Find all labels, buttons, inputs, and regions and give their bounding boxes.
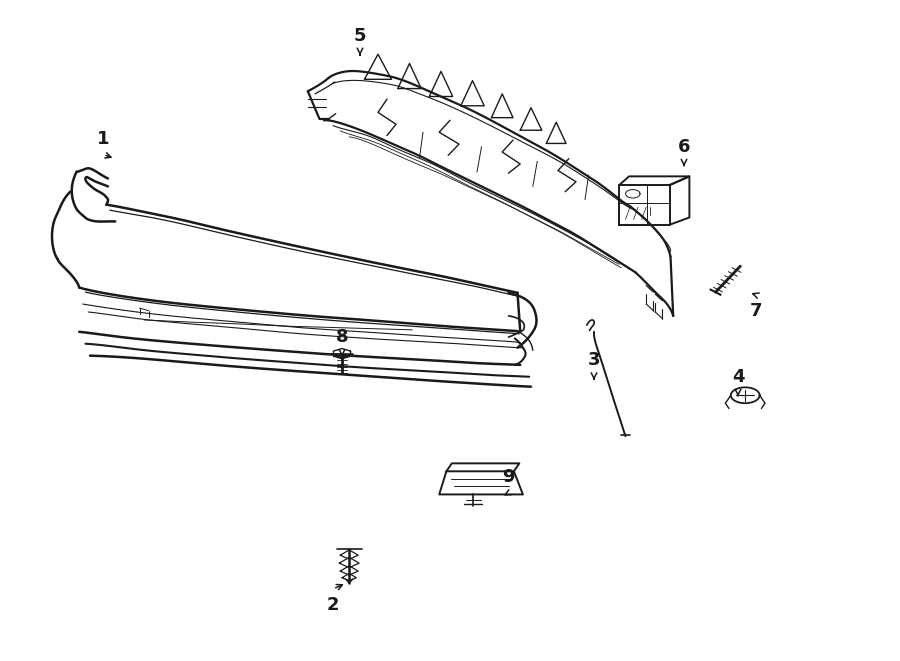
Text: 6: 6 [678, 137, 690, 156]
Text: 8: 8 [336, 328, 348, 346]
Text: 2: 2 [327, 596, 339, 614]
Text: 1: 1 [97, 130, 110, 148]
Text: 5: 5 [354, 27, 366, 46]
Text: 9: 9 [502, 468, 515, 486]
Text: 3: 3 [588, 351, 600, 369]
Text: 4: 4 [732, 368, 744, 386]
Text: 7: 7 [750, 301, 762, 320]
